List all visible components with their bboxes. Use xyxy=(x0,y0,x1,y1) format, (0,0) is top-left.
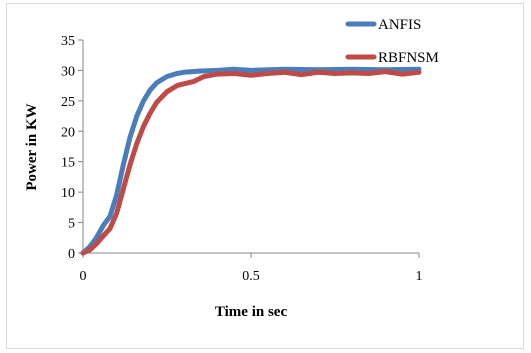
legend-label-rbfnsm: RBFNSM xyxy=(378,50,439,66)
y-tick-label: 30 xyxy=(61,64,75,79)
axes-group: 0 5 10 15 20 25 30 35 0 0.5 1 xyxy=(61,34,423,284)
y-tick-label: 5 xyxy=(68,217,75,232)
legend: ANFIS RBFNSM xyxy=(345,17,439,66)
x-axis-title: Time in sec xyxy=(215,304,288,320)
y-tick-label: 10 xyxy=(61,186,75,201)
y-axis-title: Power in KW xyxy=(24,103,40,190)
x-tick-label: 0.5 xyxy=(242,269,260,284)
y-tick-label: 35 xyxy=(61,34,75,49)
y-tick-label: 15 xyxy=(61,156,75,171)
y-tick-label: 20 xyxy=(61,125,75,140)
series-line-rbfnsm xyxy=(80,69,422,256)
x-tick-label: 0 xyxy=(80,269,87,284)
series-line-anfis xyxy=(80,66,422,256)
y-tick-label: 25 xyxy=(61,95,75,110)
series-layer xyxy=(80,66,422,256)
chart-area-border xyxy=(6,3,524,349)
x-tick-label: 1 xyxy=(416,269,423,284)
y-tick-label: 0 xyxy=(68,247,75,262)
legend-label-anfis: ANFIS xyxy=(378,17,421,33)
